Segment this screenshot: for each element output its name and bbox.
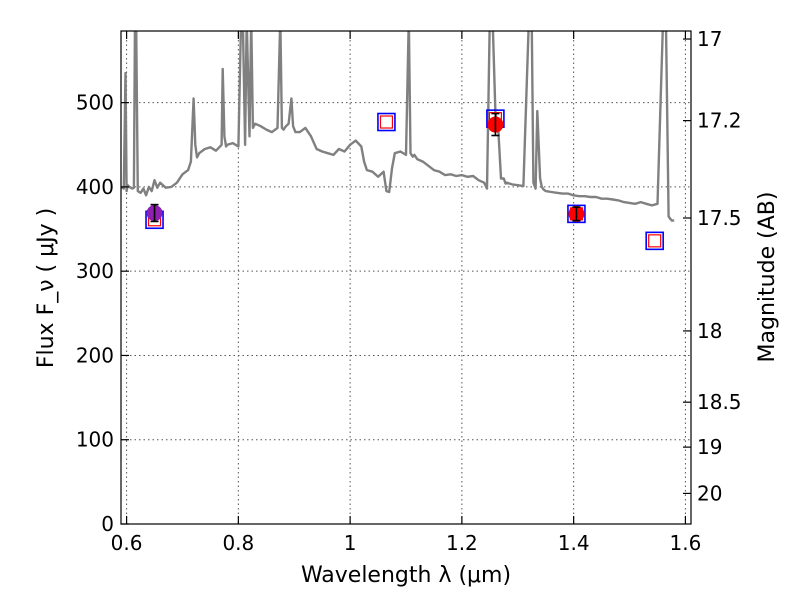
y2-tick-label: 17 — [697, 27, 722, 51]
model-point-outer — [377, 112, 396, 132]
y2-tick-label: 18 — [697, 319, 722, 343]
spectrum-line — [121, 31, 675, 222]
x-tick-label: 1.4 — [558, 531, 590, 555]
x-tick-label: 1.2 — [446, 531, 478, 555]
model-point-outer — [567, 204, 586, 224]
y-tick-label: 100 — [76, 428, 114, 452]
y2-tick-label: 19 — [697, 435, 722, 459]
y-tick-label: 400 — [76, 175, 114, 199]
x-tick-label: 1.6 — [670, 531, 702, 555]
model-point-inner — [379, 115, 394, 129]
x-tick-label: 0.8 — [222, 531, 254, 555]
y-tick-label: 200 — [76, 343, 114, 367]
y-axis-title: Flux F_ν ( μJy ) — [34, 208, 59, 368]
x-tick-label: 0.6 — [111, 531, 143, 555]
y2-tick-label: 17.2 — [697, 109, 742, 133]
y2-tick-label: 20 — [697, 481, 722, 505]
model-point-inner — [648, 234, 662, 248]
y2-axis-title: Magnitude (AB) — [755, 192, 780, 363]
x-tick-label: 1 — [344, 531, 357, 555]
y2-tick-label: 18.5 — [697, 390, 742, 414]
model-point-outer — [645, 231, 664, 251]
plot-frame — [120, 30, 692, 525]
axis-ticks: 0.6 0.8 1 1.2 1.4 1.6 0 100 200 300 400 500 17 17.2 17… — [76, 27, 742, 555]
y-tick-label: 300 — [76, 259, 114, 283]
x-axis-title: Wavelength λ (μm) — [301, 563, 511, 588]
photometry-markers — [145, 109, 664, 251]
y-tick-label: 500 — [76, 91, 114, 115]
y2-tick-label: 17.5 — [697, 206, 742, 230]
y-tick-label: 0 — [101, 512, 114, 536]
